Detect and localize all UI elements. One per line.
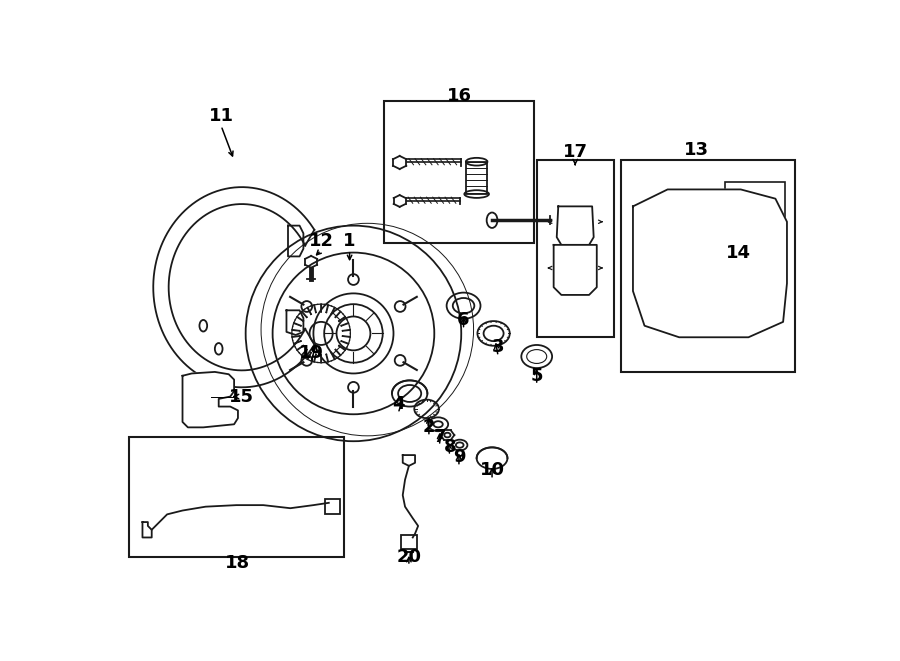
Polygon shape (554, 245, 597, 295)
Text: 6: 6 (457, 311, 470, 329)
Polygon shape (557, 206, 594, 245)
Bar (725, 182, 786, 229)
Text: 18: 18 (225, 554, 250, 572)
Text: 2: 2 (423, 418, 436, 436)
Bar (325, 499, 340, 514)
Bar (621, 160, 795, 372)
Text: 4: 4 (392, 395, 404, 413)
Text: 11: 11 (209, 107, 233, 126)
Bar (384, 101, 535, 243)
Polygon shape (183, 372, 238, 428)
Text: 12: 12 (309, 232, 334, 250)
Text: 17: 17 (562, 143, 588, 161)
Text: 8: 8 (444, 438, 456, 455)
Text: 13: 13 (684, 141, 708, 159)
Text: 15: 15 (230, 387, 255, 406)
Text: 14: 14 (726, 243, 751, 262)
Bar (466, 162, 488, 194)
Text: 19: 19 (299, 344, 324, 362)
Text: 20: 20 (396, 548, 421, 566)
Bar (195, 389, 222, 395)
Text: 5: 5 (530, 367, 543, 385)
Text: 3: 3 (492, 338, 505, 356)
Bar (401, 535, 417, 549)
Polygon shape (633, 190, 787, 337)
Text: 10: 10 (480, 461, 505, 479)
Bar (536, 160, 614, 337)
Text: 16: 16 (447, 87, 473, 105)
Text: 1: 1 (344, 232, 356, 250)
Text: 7: 7 (434, 428, 446, 446)
Text: 9: 9 (453, 448, 465, 467)
Bar (129, 438, 344, 557)
